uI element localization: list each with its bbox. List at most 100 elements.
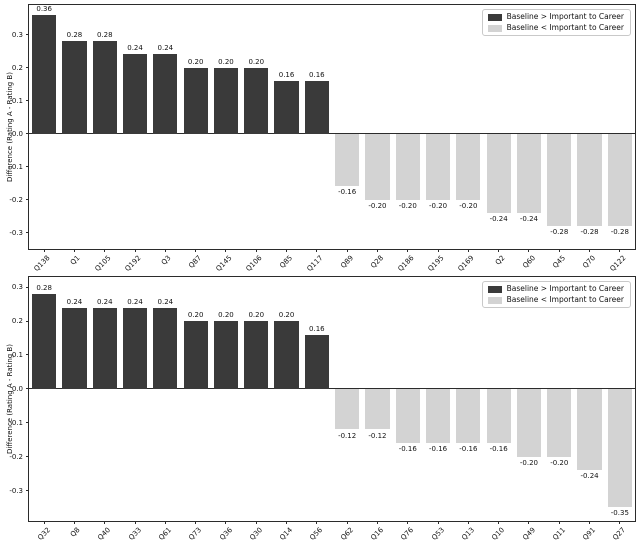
x-tick-label: Q145 xyxy=(214,254,234,274)
x-tick-label: Q138 xyxy=(32,254,52,274)
bar-value-label: -0.12 xyxy=(338,431,357,440)
x-tick-label: Q89 xyxy=(338,254,355,270)
legend-label: Baseline > Important to Career xyxy=(506,284,624,293)
legend: Baseline > Important to Career Baseline <… xyxy=(481,281,631,308)
bar-value-label: 0.20 xyxy=(278,311,295,320)
bar xyxy=(304,334,329,389)
x-tick-mark xyxy=(43,521,45,524)
y-tick-label: -0.3 xyxy=(9,486,23,495)
y-tick-label: -0.1 xyxy=(9,162,23,171)
x-tick-label: Q2 xyxy=(493,254,507,267)
y-tick-mark xyxy=(26,166,29,168)
x-tick-label: Q195 xyxy=(426,254,446,274)
x-tick-label: Q60 xyxy=(520,254,537,270)
x-tick-mark xyxy=(164,249,166,252)
x-tick-label: Q3 xyxy=(160,254,174,267)
x-tick-label: Q122 xyxy=(608,254,628,274)
x-tick-mark xyxy=(73,249,75,252)
x-tick-mark xyxy=(225,521,227,524)
bar xyxy=(92,41,117,134)
y-tick-label: 0.0 xyxy=(11,384,23,393)
x-tick-mark xyxy=(619,249,621,252)
x-tick-label: Q14 xyxy=(278,526,295,542)
y-tick-label: 0.1 xyxy=(11,350,23,359)
bar-value-label: 0.24 xyxy=(96,297,113,306)
legend-label: Baseline > Important to Career xyxy=(506,12,624,21)
bar xyxy=(304,80,329,134)
x-tick-label: Q91 xyxy=(581,526,598,542)
y-tick-mark xyxy=(26,133,29,135)
bar xyxy=(395,388,420,444)
bar xyxy=(425,388,451,444)
x-tick-label: Q70 xyxy=(581,254,598,270)
bar-value-label: -0.20 xyxy=(459,201,478,210)
y-tick-mark xyxy=(26,199,29,201)
bar-value-label: -0.35 xyxy=(610,509,629,518)
x-tick-label: Q56 xyxy=(308,526,325,542)
bar xyxy=(62,307,87,389)
bar xyxy=(395,133,420,200)
y-tick-mark xyxy=(26,456,29,458)
x-tick-label: Q45 xyxy=(551,254,567,270)
bar-value-label: -0.20 xyxy=(550,458,569,467)
x-tick-label: Q62 xyxy=(338,526,355,542)
x-tick-mark xyxy=(619,521,621,524)
y-tick-label: 0.2 xyxy=(11,63,23,72)
y-tick-label: 0.3 xyxy=(11,283,23,292)
bar xyxy=(425,133,451,200)
bar xyxy=(365,133,390,200)
legend-swatch xyxy=(487,296,502,304)
x-tick-mark xyxy=(104,249,106,252)
plot-area-top: Difference (Rating A - Rating B) 0.3 0.2 0… xyxy=(6,4,636,273)
y-tick-mark xyxy=(26,422,29,424)
legend-swatch xyxy=(487,13,502,21)
bar-value-label: 0.20 xyxy=(218,311,234,320)
bar xyxy=(213,67,239,134)
x-tick-label: Q40 xyxy=(96,526,113,542)
x-tick-label: Q87 xyxy=(187,254,204,270)
x-tick-label: Q10 xyxy=(490,526,507,542)
x-tick-mark xyxy=(286,521,288,524)
bar-value-label: 0.20 xyxy=(248,311,265,320)
y-tick-mark xyxy=(26,232,29,233)
y-tick-mark xyxy=(26,320,29,322)
x-tick-mark xyxy=(407,249,409,252)
y-tick-label: -0.3 xyxy=(9,228,23,237)
bar xyxy=(183,321,208,389)
bar xyxy=(183,67,208,134)
bar-value-label: 0.20 xyxy=(187,57,204,66)
bar xyxy=(456,133,481,200)
y-tick-mark xyxy=(26,34,29,36)
y-tick-label: 0.0 xyxy=(11,129,23,138)
x-tick-mark xyxy=(225,249,227,252)
bar xyxy=(244,321,269,389)
x-tick-label: Q27 xyxy=(611,526,628,542)
y-tick-mark xyxy=(26,67,29,69)
x-tick-label: Q117 xyxy=(305,254,325,274)
x-tick-label: Q105 xyxy=(93,254,113,274)
bar xyxy=(456,388,481,444)
bar xyxy=(213,321,239,389)
x-tick-mark xyxy=(437,521,439,524)
bar-value-label: -0.20 xyxy=(519,458,538,467)
y-tick-mark xyxy=(26,354,29,356)
y-tick-label: 0.1 xyxy=(11,96,23,105)
bar-value-label: 0.24 xyxy=(127,297,143,306)
x-tick-mark xyxy=(346,249,348,252)
y-tick-label: -0.2 xyxy=(9,195,23,204)
bar-value-label: 0.20 xyxy=(218,57,234,66)
bar-value-label: -0.28 xyxy=(580,227,599,236)
x-tick-mark xyxy=(255,521,257,524)
bar xyxy=(486,388,511,444)
bar xyxy=(365,388,390,430)
x-tick-mark xyxy=(467,521,469,524)
bar-value-label: 0.24 xyxy=(157,297,174,306)
x-tick-mark xyxy=(104,521,106,524)
x-tick-label: Q186 xyxy=(396,254,416,274)
x-tick-mark xyxy=(316,249,318,252)
bar-value-label: -0.16 xyxy=(428,445,448,454)
x-tick-mark xyxy=(558,521,560,524)
bar xyxy=(516,388,542,457)
x-tick-label: Q73 xyxy=(187,526,204,542)
bar xyxy=(607,388,632,508)
